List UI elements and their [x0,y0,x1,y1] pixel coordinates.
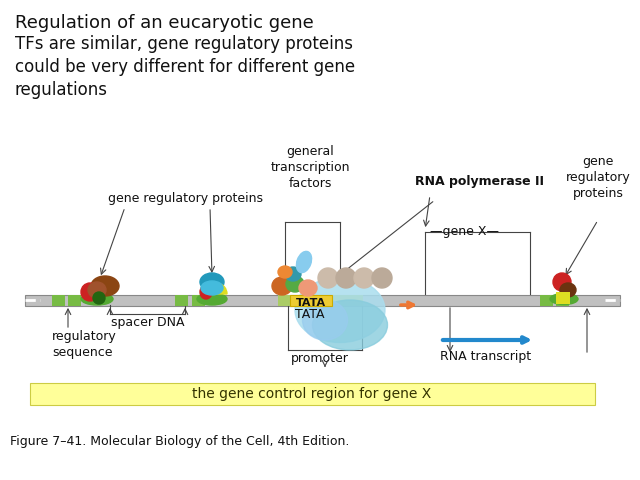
Text: Figure 7–41. Molecular Biology of the Cell, 4th Edition.: Figure 7–41. Molecular Biology of the Ce… [10,435,349,448]
Ellipse shape [295,277,385,343]
Ellipse shape [285,267,301,281]
Ellipse shape [278,266,292,278]
Text: RNA polymerase II: RNA polymerase II [415,175,544,188]
Text: spacer DNA: spacer DNA [111,316,185,329]
Circle shape [318,268,338,288]
Circle shape [336,268,356,288]
Text: TFs are similar, gene regulatory proteins
could be very different for different : TFs are similar, gene regulatory protein… [15,35,355,99]
Circle shape [354,268,374,288]
Text: —gene X—: —gene X— [430,226,499,239]
Circle shape [93,292,105,304]
Ellipse shape [200,285,212,299]
Text: TATA: TATA [296,298,326,308]
Ellipse shape [560,283,576,297]
Ellipse shape [81,293,113,305]
Text: gene
regulatory
proteins: gene regulatory proteins [566,155,630,200]
Ellipse shape [296,252,312,273]
Text: the gene control region for gene X: the gene control region for gene X [193,387,431,401]
Ellipse shape [200,273,224,291]
Ellipse shape [286,276,304,292]
Text: regulatory
sequence: regulatory sequence [52,330,116,359]
Circle shape [372,268,392,288]
Text: promoter: promoter [291,352,349,365]
Text: general
transcription
factors: general transcription factors [270,145,349,190]
Text: RNA transcript: RNA transcript [440,350,531,363]
Ellipse shape [197,293,227,305]
Ellipse shape [303,300,348,340]
FancyBboxPatch shape [540,295,553,306]
Circle shape [553,273,571,291]
FancyBboxPatch shape [192,295,205,306]
Ellipse shape [550,293,578,304]
FancyBboxPatch shape [68,295,81,306]
FancyBboxPatch shape [290,295,332,306]
Ellipse shape [91,276,119,296]
Text: Regulation of an eucaryotic gene: Regulation of an eucaryotic gene [15,14,314,32]
Wedge shape [205,283,227,294]
Ellipse shape [299,280,317,296]
Text: TATA: TATA [295,308,324,321]
FancyBboxPatch shape [556,292,570,304]
Ellipse shape [312,300,387,350]
Ellipse shape [88,282,106,298]
Ellipse shape [272,277,292,295]
Text: gene regulatory proteins: gene regulatory proteins [108,192,262,205]
Circle shape [81,283,99,301]
Ellipse shape [201,281,223,295]
FancyBboxPatch shape [25,295,620,306]
FancyBboxPatch shape [52,295,65,306]
FancyBboxPatch shape [175,295,188,306]
FancyBboxPatch shape [278,295,363,306]
FancyBboxPatch shape [30,383,595,405]
FancyBboxPatch shape [556,295,569,306]
